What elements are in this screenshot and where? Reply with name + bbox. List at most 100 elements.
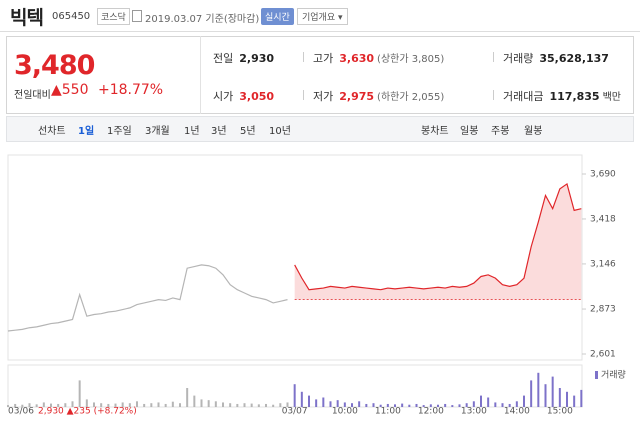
stat-value: 35,628,137 xyxy=(539,52,609,65)
volume-bar xyxy=(343,402,346,407)
plot-frame xyxy=(7,154,583,361)
volume-bar xyxy=(515,401,518,407)
volume-bar xyxy=(150,403,153,407)
stat: 시가 3,050 xyxy=(213,88,274,104)
stat-value: 2,975 xyxy=(339,90,375,103)
company-info-label: 기업개요 xyxy=(302,13,336,23)
volume-bar xyxy=(300,391,303,407)
volume-bar xyxy=(573,395,576,407)
realtime-button[interactable]: 실시간 xyxy=(261,8,294,25)
chart-tabs xyxy=(6,116,634,142)
volume-bar xyxy=(200,399,203,407)
volume-bar xyxy=(379,404,382,407)
y-tick-label: 3,690 xyxy=(590,170,616,180)
volume-bar xyxy=(308,395,310,407)
volume-bar xyxy=(465,403,468,407)
volume-bar xyxy=(193,395,196,407)
volume-bar xyxy=(365,403,368,407)
volume-bar xyxy=(530,380,533,407)
period-tab[interactable]: 10년 xyxy=(269,126,291,137)
date-icon xyxy=(132,10,142,22)
stat-value: 2,930 xyxy=(239,52,275,65)
stat-label: 고가 xyxy=(313,52,334,65)
period-tab[interactable]: 5년 xyxy=(240,126,256,137)
volume-bar xyxy=(437,404,439,407)
period-tab[interactable]: 1년 xyxy=(184,126,200,137)
x-tick-label: 14:00 xyxy=(504,407,530,417)
stat-note: (하한가 2,055) xyxy=(377,92,445,103)
stat-label: 시가 xyxy=(213,90,234,103)
stat-value: 117,835 xyxy=(549,90,600,103)
volume-bar xyxy=(401,403,404,407)
volume-bar xyxy=(386,403,389,407)
quote-date: 2019.03.07 기준(장마감) xyxy=(145,14,260,25)
volume-bar xyxy=(128,403,131,407)
company-info-dropdown[interactable]: 기업개요 ▾ xyxy=(297,8,348,25)
volume-bar xyxy=(114,403,117,407)
volume-bar xyxy=(279,403,282,407)
x-tick-label: 03/06 xyxy=(8,407,34,417)
volume-bar xyxy=(336,400,339,407)
period-tab[interactable]: 1주일 xyxy=(107,126,132,137)
candle-tab[interactable]: 일봉 xyxy=(460,126,479,137)
stat-label: 거래량 xyxy=(503,52,534,65)
separator xyxy=(493,52,494,62)
stat: 고가 3,630 (상한가 3,805) xyxy=(313,50,444,66)
volume-bar xyxy=(229,403,232,407)
price-line xyxy=(294,182,582,291)
stat: 거래대금 117,835 백만 xyxy=(503,88,621,104)
stat: 거래량 35,628,137 xyxy=(503,50,609,66)
stat-label: 거래대금 xyxy=(503,90,544,103)
legend-swatch xyxy=(595,371,598,379)
y-tick-label: 3,418 xyxy=(590,214,616,224)
stat-note: (상한가 3,805) xyxy=(377,54,445,65)
volume-bar xyxy=(480,395,482,407)
volume-bar xyxy=(250,403,253,407)
volume-bar xyxy=(257,404,260,407)
volume-bar xyxy=(14,403,17,407)
volume-bar xyxy=(551,376,554,407)
volume-bar xyxy=(78,380,81,407)
y-tick-label: 3,146 xyxy=(590,259,616,269)
volume-bar xyxy=(71,401,74,407)
volume-bar xyxy=(422,405,425,407)
stat-value: 3,050 xyxy=(239,90,275,103)
stat-value: 3,630 xyxy=(339,52,375,65)
volume-bar xyxy=(351,403,353,407)
volume-bar xyxy=(7,405,9,407)
divider xyxy=(200,36,201,114)
stock-code: 065450 xyxy=(52,11,91,22)
area xyxy=(294,183,582,300)
current-price: 3,480 xyxy=(14,50,95,81)
volume-bar xyxy=(558,388,561,407)
volume-bar xyxy=(322,397,325,407)
volume-bar xyxy=(157,402,160,407)
separator xyxy=(493,90,494,100)
candle-tab[interactable]: 월봉 xyxy=(524,126,543,137)
candle-tab[interactable]: 주봉 xyxy=(491,126,510,137)
volume-bar xyxy=(315,399,318,407)
volume-bar xyxy=(580,389,583,407)
volume-bar xyxy=(537,372,540,407)
volume-bar xyxy=(372,403,375,407)
volume-bar xyxy=(472,401,475,407)
y-tick-label: 2,873 xyxy=(590,305,616,315)
volume-bar xyxy=(329,401,332,407)
legend-label: 거래량 xyxy=(601,369,626,381)
volume-bar xyxy=(286,402,289,407)
volume-bar xyxy=(85,399,88,407)
separator xyxy=(303,52,304,62)
volume-bar xyxy=(100,403,103,407)
volume-bar xyxy=(523,395,525,407)
y-tick-label: 2,601 xyxy=(590,350,616,360)
volume-bar xyxy=(265,403,267,407)
prev-day-summary: 2,930 ▲235 (+8.72%) xyxy=(38,407,137,417)
period-tab[interactable]: 3년 xyxy=(211,126,227,137)
period-tab[interactable]: 3개월 xyxy=(145,126,170,137)
price-line xyxy=(7,264,288,332)
x-tick-label: 12:00 xyxy=(418,407,444,417)
x-tick-label: 15:00 xyxy=(547,407,573,417)
stat-unit: 백만 xyxy=(602,92,621,103)
period-tab[interactable]: 1일 xyxy=(78,126,95,137)
volume-bar xyxy=(93,402,95,407)
